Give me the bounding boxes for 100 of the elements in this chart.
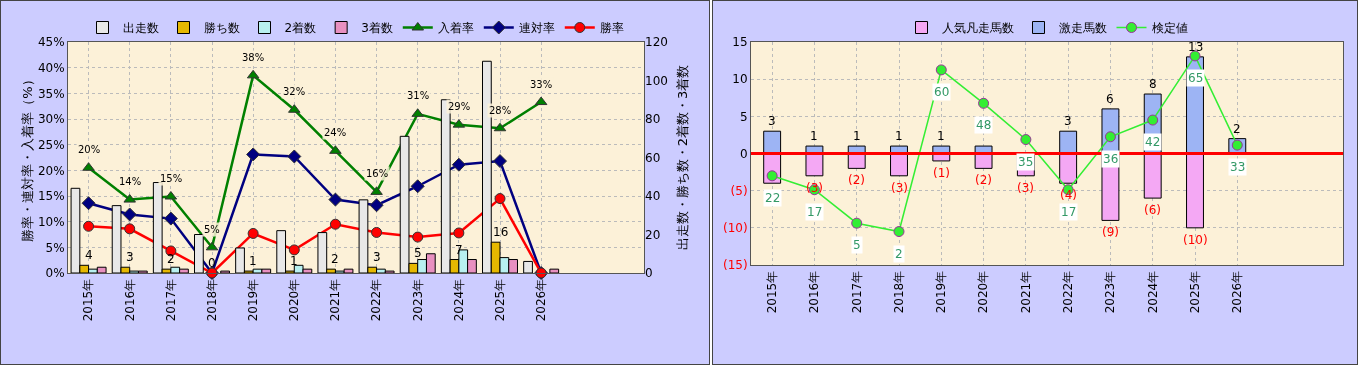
data-label: 32% (283, 86, 306, 97)
data-label: 4 (85, 248, 93, 262)
legend-label: 入着率 (437, 21, 474, 36)
x-tick-label: 2023年 (410, 278, 425, 322)
data-label: (2) (848, 173, 865, 187)
y2-tick-label: 80 (645, 112, 661, 127)
point (493, 154, 507, 169)
x-tick-label: 2021年 (328, 278, 343, 322)
data-label: 2 (167, 252, 175, 266)
x-tick-label: 2026年 (534, 278, 549, 322)
legend-label: 出走数 (122, 21, 159, 36)
y2-axis-title: 出走数・勝ち数・2着数・3着数 (674, 64, 690, 251)
point (288, 244, 300, 256)
legend-label: 3着数 (361, 21, 393, 36)
y-tick-label: 35% (37, 86, 65, 101)
data-label: 1 (853, 129, 861, 143)
y-tick-label: (10) (722, 221, 748, 236)
x-tick-label: 2018年 (204, 278, 219, 322)
data-label: 1 (937, 129, 945, 143)
y-tick-label: 25% (37, 137, 65, 152)
point (81, 196, 96, 211)
legend-label: 勝ち数 (203, 21, 240, 36)
y-tick-label: 45% (37, 35, 65, 50)
point (246, 147, 261, 162)
data-label: 17 (1061, 205, 1077, 219)
point (287, 149, 302, 164)
data-label: 8 (1149, 77, 1157, 91)
legend-label: 激走馬数 (1058, 21, 1107, 36)
legend-label: 勝率 (599, 21, 624, 36)
data-label: 5% (204, 224, 220, 235)
y-tick-label: 5% (45, 240, 65, 255)
data-label: 3 (373, 250, 381, 264)
data-label: 6 (1106, 92, 1114, 106)
y-tick-label: 5 (739, 109, 748, 124)
data-label: (2) (975, 173, 992, 187)
data-label: 1 (895, 129, 903, 143)
data-label: (9) (1102, 225, 1119, 239)
y-tick-label: 0 (739, 146, 748, 161)
x-tick-label: 2015年 (81, 278, 96, 322)
y-tick-label: 20% (37, 163, 65, 178)
data-label: 29% (448, 101, 471, 112)
x-tick-label: 2019年 (934, 270, 949, 314)
legend-label: 人気凡走馬数 (941, 21, 1014, 36)
data-label: (4) (1060, 188, 1077, 202)
data-label: (10) (1183, 233, 1208, 247)
data-label: 33% (530, 79, 553, 90)
data-label: 35 (1018, 155, 1034, 169)
y-tick-label: 40% (37, 60, 65, 75)
data-label: 42 (1145, 135, 1161, 149)
point (935, 64, 947, 76)
bar (1143, 153, 1162, 199)
data-label: 33 (1230, 160, 1246, 174)
data-label: 1 (249, 254, 257, 268)
data-label: 28% (489, 105, 512, 116)
x-tick-label: 2018年 (891, 270, 906, 314)
x-tick-label: 2026年 (1230, 270, 1245, 314)
legend-label: 2着数 (284, 21, 317, 36)
data-label: 0 (208, 256, 216, 270)
point (453, 227, 465, 239)
y-tick-label: 0% (45, 266, 65, 281)
x-tick-label: 2016年 (122, 278, 137, 322)
point (83, 220, 95, 232)
y-tick-label: 30% (37, 112, 65, 127)
bar (523, 260, 533, 273)
x-tick-label: 2019年 (246, 278, 261, 322)
x-tick-label: 2025年 (1187, 270, 1202, 314)
data-label: 1 (290, 254, 298, 268)
data-label: 24% (324, 127, 347, 138)
data-label: (1) (933, 166, 950, 180)
legend-label: 連対率 (518, 21, 555, 36)
bar (1059, 130, 1078, 154)
x-tick-label: 2022年 (369, 278, 384, 322)
point (247, 227, 259, 239)
point (1147, 114, 1159, 126)
data-label: 31% (407, 90, 430, 101)
x-tick-label: 2017年 (163, 278, 178, 322)
data-label: 60 (934, 85, 950, 99)
data-label: 3 (1064, 114, 1072, 128)
point (978, 97, 990, 109)
data-label: 14% (119, 176, 142, 187)
point (205, 241, 219, 251)
point (1104, 131, 1116, 143)
data-label: 22 (765, 191, 781, 205)
x-tick-label: 2023年 (1103, 270, 1118, 314)
data-label: (3) (891, 181, 908, 195)
x-tick-label: 2021年 (1018, 270, 1033, 314)
data-label: 17 (807, 205, 823, 219)
bar (763, 130, 782, 154)
legend-label: 検定値 (1151, 21, 1188, 36)
y2-tick-label: 100 (645, 73, 668, 88)
point (851, 217, 863, 229)
y-tick-label: 10% (37, 214, 65, 229)
data-label: 15% (160, 173, 183, 184)
x-tick-label: 2020年 (976, 270, 991, 314)
point (124, 223, 136, 235)
y2-tick-label: 60 (645, 150, 661, 165)
data-label: 13 (1188, 40, 1204, 54)
bar (549, 268, 560, 273)
y-tick-label: 15% (37, 189, 65, 204)
point (412, 231, 424, 243)
